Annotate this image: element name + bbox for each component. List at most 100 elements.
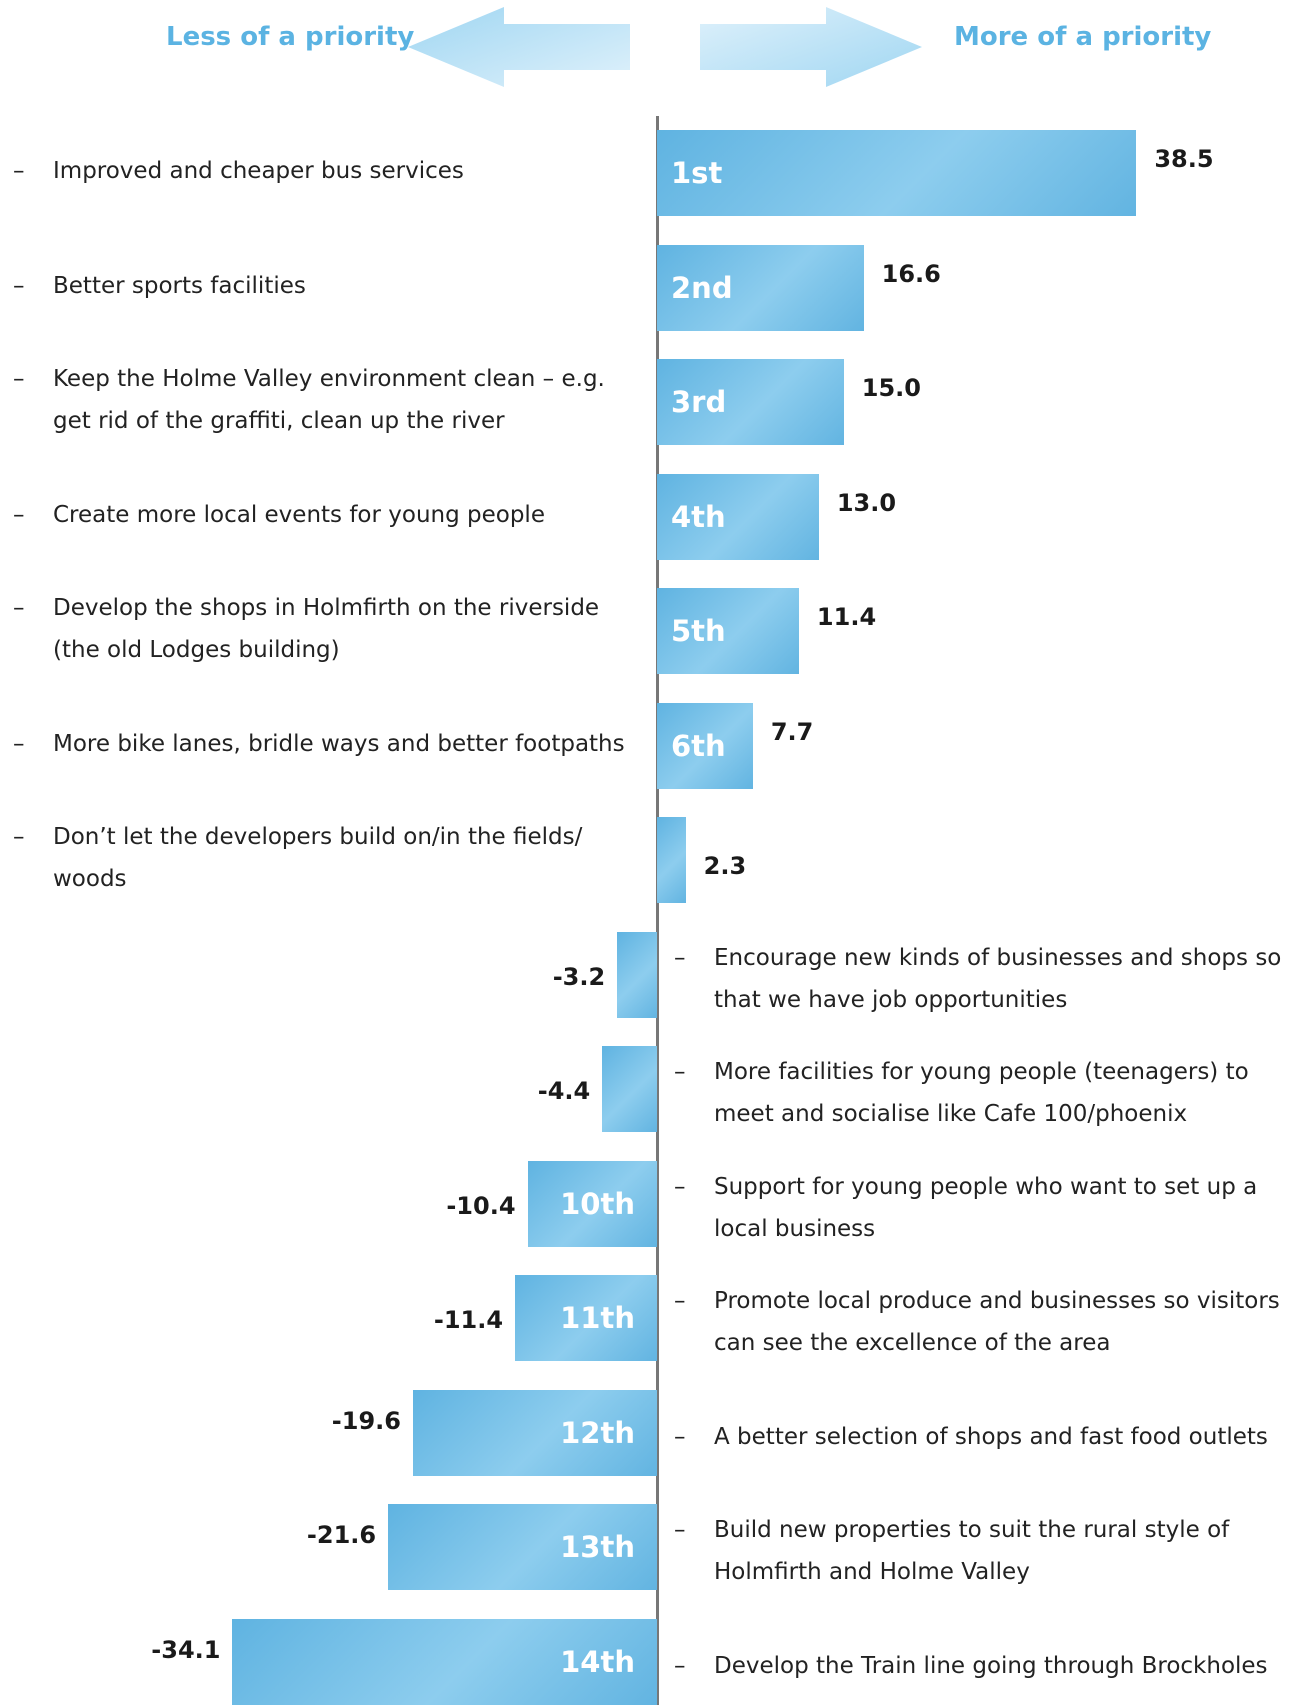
category-label: – More bike lanes, bridle ways and better… <box>13 723 643 765</box>
list-dash: – <box>13 501 25 528</box>
bar-13 <box>388 1504 657 1590</box>
category-label: – Encourage new kinds of businesses and s… <box>674 937 1301 1021</box>
category-text: Create more local events for young peopl… <box>53 494 545 536</box>
category-line: Support for young people who want to set… <box>714 1173 1258 1200</box>
bar-10 <box>527 1160 657 1247</box>
more-priority-label: More of a priority <box>954 22 1212 52</box>
bar-value-label: 16.6 <box>881 259 941 288</box>
bar-4 <box>657 473 819 560</box>
category-line: Build new properties to suit the rural s… <box>714 1517 1230 1543</box>
category-line: Better sports facilities <box>53 272 306 299</box>
category-line: can see the excellence of the area <box>714 1330 1111 1356</box>
list-dash: – <box>674 944 686 971</box>
list-dash: – <box>13 595 25 621</box>
category-line: Keep the Holme Valley environment clean … <box>53 366 605 392</box>
category-line: Encourage new kinds of businesses and sh… <box>714 944 1282 971</box>
list-dash: – <box>674 1517 686 1543</box>
category-label: – Don’t let the developers build on/in th… <box>13 816 643 900</box>
bar-rank-label: 6th <box>671 728 726 763</box>
category-line: Don’t let the developers build on/in the… <box>53 824 583 850</box>
category-label: – Develop the shops in Holmfirth on the r… <box>13 587 643 671</box>
bar-9 <box>602 1046 657 1132</box>
category-text: A better selection of shops and fast foo… <box>714 1416 1268 1458</box>
list-dash: – <box>13 824 25 850</box>
category-label: – A better selection of shops and fast fo… <box>674 1416 1301 1458</box>
left-arrow-icon <box>408 7 630 87</box>
bar-5 <box>657 588 799 674</box>
bar-rank-label: 3rd <box>671 385 727 419</box>
category-text: Promote local produce and businesses so … <box>714 1280 1280 1364</box>
list-dash: – <box>13 366 25 392</box>
category-label: – Build new properties to suit the rural … <box>674 1509 1301 1593</box>
category-label: – More facilities for young people (teena… <box>674 1051 1301 1135</box>
bar-14 <box>232 1618 657 1705</box>
list-dash: – <box>674 1059 686 1085</box>
list-dash: – <box>674 1173 686 1200</box>
bar-rank-label: 12th <box>560 1415 635 1450</box>
bar-value-label: 13.0 <box>836 488 897 517</box>
bar-12 <box>412 1389 657 1476</box>
zero-axis-line <box>656 116 659 1705</box>
category-line: Improved and cheaper bus services <box>53 158 464 184</box>
category-text: Keep the Holme Valley environment clean … <box>53 358 605 442</box>
category-line: A better selection of shops and fast foo… <box>714 1423 1268 1450</box>
bar-rank-label: 1st <box>671 156 723 190</box>
bar-value-label: 7.7 <box>770 717 814 746</box>
category-line: Create more local events for young peopl… <box>53 501 545 528</box>
bar-rank-label: 13th <box>560 1530 635 1564</box>
category-label: – Better sports facilities <box>13 265 643 307</box>
category-line: woods <box>53 866 127 892</box>
category-line: More bike lanes, bridle ways and better … <box>53 730 625 757</box>
category-label: – Support for young people who want to se… <box>674 1166 1301 1250</box>
category-text: Develop the Train line going through Bro… <box>714 1645 1268 1687</box>
bar-7 <box>657 817 686 903</box>
list-dash: – <box>13 730 25 757</box>
category-text: More bike lanes, bridle ways and better … <box>53 723 625 765</box>
category-text: More facilities for young people (teenag… <box>714 1051 1249 1135</box>
category-text: Better sports facilities <box>53 265 306 307</box>
category-text: Improved and cheaper bus services <box>53 150 464 192</box>
category-text: Encourage new kinds of businesses and sh… <box>714 937 1281 1021</box>
list-dash: – <box>13 158 25 184</box>
category-line: Develop the shops in Holmfirth on the ri… <box>53 595 600 621</box>
bar-rank-label: 4th <box>671 499 726 534</box>
bar-1 <box>657 130 1137 216</box>
category-line: that we have job opportunities <box>714 986 1068 1013</box>
less-priority-label: Less of a priority <box>166 22 415 52</box>
list-dash: – <box>674 1652 686 1679</box>
bar-value-label: -11.4 <box>433 1306 504 1334</box>
bar-rank-label: 11th <box>560 1301 635 1335</box>
bar-value-label: 2.3 <box>703 852 747 880</box>
category-line: Develop the Train line going through Bro… <box>714 1652 1268 1679</box>
bar-rank-label: 14th <box>560 1644 635 1679</box>
category-line: Holmfirth and Holme Valley <box>714 1559 1030 1585</box>
bar-2 <box>657 244 864 331</box>
category-line: Promote local produce and businesses so … <box>714 1288 1280 1314</box>
list-dash: – <box>674 1423 686 1450</box>
right-arrow-icon <box>700 7 922 87</box>
bar-rank-label: 10th <box>560 1186 635 1221</box>
category-text: Build new properties to suit the rural s… <box>714 1509 1229 1593</box>
bar-6 <box>657 702 753 789</box>
category-label: – Keep the Holme Valley environment clean… <box>13 358 643 442</box>
category-label: – Create more local events for young peop… <box>13 494 643 536</box>
category-text: Develop the shops in Holmfirth on the ri… <box>53 587 599 671</box>
bar-rank-label: 5th <box>671 614 726 648</box>
category-line: meet and socialise like Cafe 100/phoenix <box>714 1101 1188 1127</box>
category-line: get rid of the graffiti, clean up the ri… <box>53 408 505 434</box>
bar-value-label: -3.2 <box>552 962 606 991</box>
list-dash: – <box>674 1288 686 1314</box>
bar-value-label: -21.6 <box>306 1521 377 1549</box>
bar-8 <box>617 931 657 1018</box>
category-text: Don’t let the developers build on/in the… <box>53 816 582 900</box>
category-label: – Improved and cheaper bus services <box>13 150 643 192</box>
category-label: – Develop the Train line going through Br… <box>674 1645 1301 1687</box>
bar-value-label: 38.5 <box>1154 145 1214 173</box>
list-dash: – <box>13 272 25 299</box>
category-line: local business <box>714 1215 876 1242</box>
bar-value-label: 11.4 <box>816 603 877 631</box>
bar-11 <box>515 1275 657 1361</box>
bar-value-label: 15.0 <box>861 374 921 402</box>
bar-value-label: -4.4 <box>537 1077 591 1105</box>
